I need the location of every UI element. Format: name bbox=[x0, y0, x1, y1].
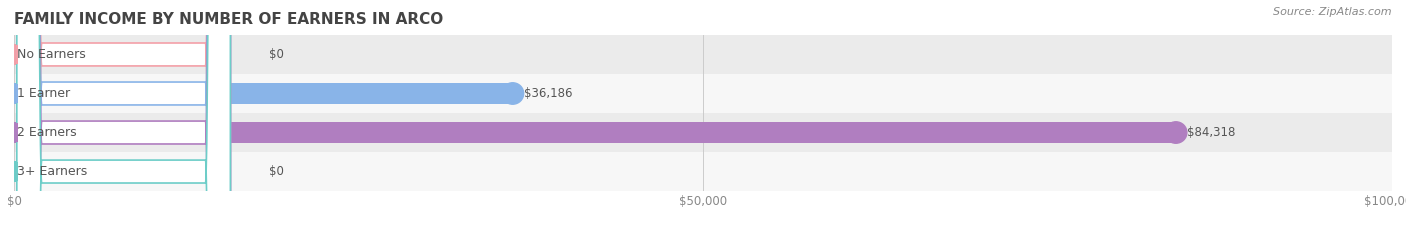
Bar bbox=[14, 35, 1392, 74]
Bar bbox=[14, 152, 1392, 191]
Text: $84,318: $84,318 bbox=[1187, 126, 1236, 139]
Ellipse shape bbox=[1164, 122, 1187, 143]
FancyBboxPatch shape bbox=[17, 0, 231, 233]
Ellipse shape bbox=[502, 83, 523, 104]
Bar bbox=[14, 122, 1175, 143]
Text: 3+ Earners: 3+ Earners bbox=[17, 165, 87, 178]
Text: 2 Earners: 2 Earners bbox=[17, 126, 76, 139]
FancyBboxPatch shape bbox=[17, 0, 231, 233]
Bar bbox=[14, 83, 513, 104]
Bar bbox=[14, 74, 1392, 113]
FancyBboxPatch shape bbox=[17, 0, 231, 233]
Text: No Earners: No Earners bbox=[17, 48, 86, 61]
FancyBboxPatch shape bbox=[17, 0, 231, 233]
Text: Source: ZipAtlas.com: Source: ZipAtlas.com bbox=[1274, 7, 1392, 17]
Text: $0: $0 bbox=[269, 165, 284, 178]
Bar bbox=[14, 161, 39, 182]
Text: $36,186: $36,186 bbox=[523, 87, 572, 100]
Text: FAMILY INCOME BY NUMBER OF EARNERS IN ARCO: FAMILY INCOME BY NUMBER OF EARNERS IN AR… bbox=[14, 12, 443, 27]
Text: 1 Earner: 1 Earner bbox=[17, 87, 70, 100]
Bar bbox=[14, 113, 1392, 152]
Bar bbox=[14, 44, 39, 65]
Text: $0: $0 bbox=[269, 48, 284, 61]
